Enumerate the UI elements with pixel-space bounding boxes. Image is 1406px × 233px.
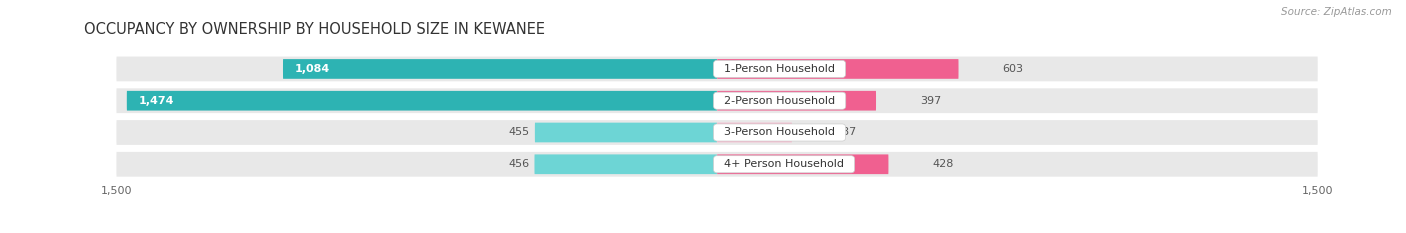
FancyBboxPatch shape (717, 154, 889, 174)
Text: OCCUPANCY BY OWNERSHIP BY HOUSEHOLD SIZE IN KEWANEE: OCCUPANCY BY OWNERSHIP BY HOUSEHOLD SIZE… (84, 22, 546, 37)
Text: 2-Person Household: 2-Person Household (717, 96, 842, 106)
Text: 456: 456 (509, 159, 530, 169)
FancyBboxPatch shape (117, 57, 1317, 81)
FancyBboxPatch shape (534, 123, 717, 142)
FancyBboxPatch shape (717, 59, 959, 79)
Text: 1,084: 1,084 (295, 64, 330, 74)
Text: 187: 187 (837, 127, 858, 137)
Text: 428: 428 (932, 159, 953, 169)
FancyBboxPatch shape (117, 88, 1317, 113)
Text: 4+ Person Household: 4+ Person Household (717, 159, 851, 169)
FancyBboxPatch shape (534, 154, 717, 174)
Text: Source: ZipAtlas.com: Source: ZipAtlas.com (1281, 7, 1392, 17)
FancyBboxPatch shape (117, 152, 1317, 177)
FancyBboxPatch shape (117, 120, 1317, 145)
FancyBboxPatch shape (717, 123, 792, 142)
FancyBboxPatch shape (283, 59, 717, 79)
Text: 3-Person Household: 3-Person Household (717, 127, 842, 137)
Text: 455: 455 (509, 127, 530, 137)
FancyBboxPatch shape (717, 91, 876, 111)
Text: 603: 603 (1002, 64, 1024, 74)
Text: 397: 397 (920, 96, 942, 106)
Text: 1-Person Household: 1-Person Household (717, 64, 842, 74)
Text: 1,474: 1,474 (139, 96, 174, 106)
FancyBboxPatch shape (127, 91, 717, 111)
